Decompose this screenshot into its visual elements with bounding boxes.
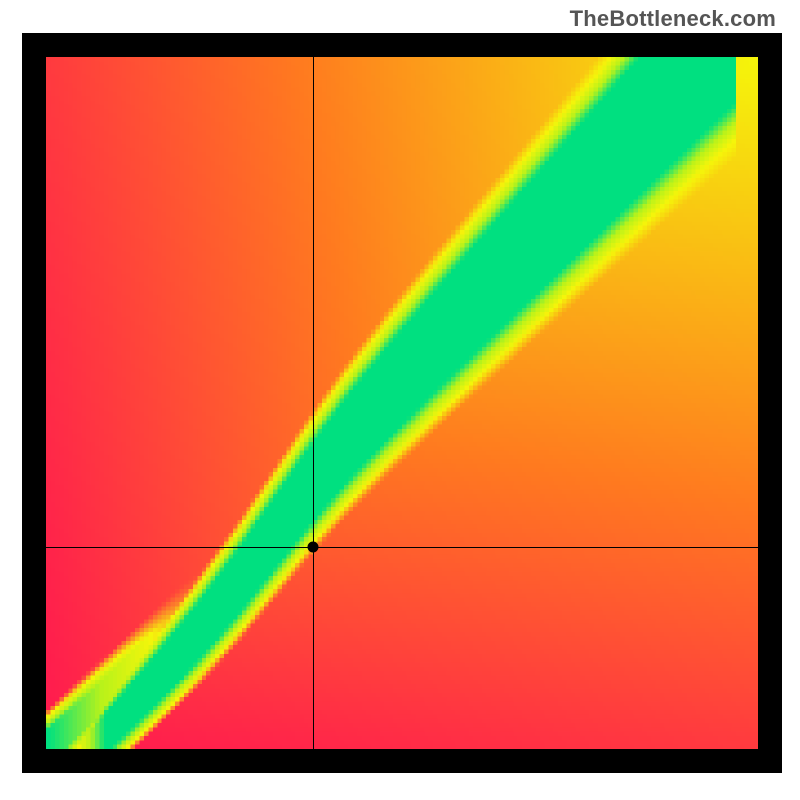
heatmap-canvas — [46, 57, 758, 749]
plot-area — [46, 57, 758, 749]
chart-container: TheBottleneck.com — [0, 0, 800, 800]
marker-dot — [308, 541, 319, 552]
attribution-text: TheBottleneck.com — [570, 6, 776, 32]
crosshair-horizontal — [46, 547, 758, 548]
crosshair-vertical — [313, 57, 314, 749]
